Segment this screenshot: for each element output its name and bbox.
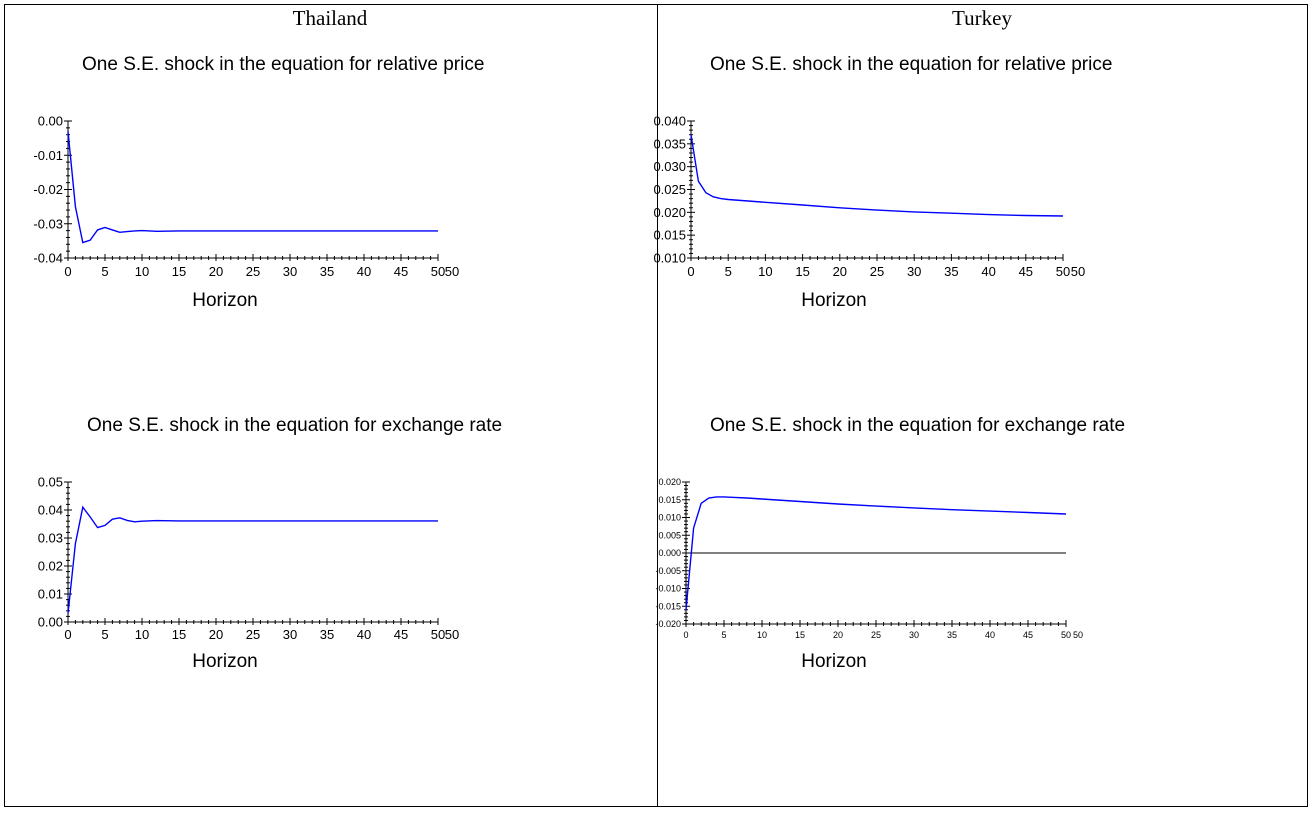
y-tick-label-turkey-exchange-rate: -0.015 <box>655 601 681 611</box>
y-tick-label-thailand-relative-price: -0.02 <box>33 182 63 197</box>
x-tick-label-thailand-exchange-rate: 45 <box>394 627 408 642</box>
chart-title-turkey-exchange-rate: One S.E. shock in the equation for excha… <box>710 415 1126 436</box>
x-tick-label-turkey-relative-price: 45 <box>1019 264 1033 279</box>
x-tick-label-turkey-relative-price: 0 <box>687 264 694 279</box>
x-tick-label-turkey-relative-price: 35 <box>944 264 958 279</box>
y-tick-label-thailand-relative-price: -0.04 <box>33 251 63 266</box>
x-tick-label-thailand-exchange-rate: 20 <box>209 627 223 642</box>
y-tick-label-thailand-exchange-rate: 0.00 <box>38 615 63 630</box>
x-tick-label-turkey-relative-price: 40 <box>981 264 995 279</box>
x-tick-label-thailand-relative-price: 10 <box>135 264 149 279</box>
x-tick-label-thailand-relative-price: 35 <box>320 264 334 279</box>
y-tick-label-thailand-exchange-rate: 0.01 <box>38 587 63 602</box>
y-tick-label-turkey-relative-price: 0.030 <box>653 159 686 174</box>
series-line-turkey-exchange-rate <box>685 496 1067 610</box>
y-tick-label-turkey-relative-price: 0.035 <box>653 136 686 151</box>
x-axis-title-thailand-exchange-rate: Horizon <box>192 651 257 672</box>
x-tick-label-turkey-exchange-rate: 35 <box>947 630 957 640</box>
x-tick-label-thailand-relative-price: 0 <box>64 264 71 279</box>
x-tick-label-thailand-relative-price: 40 <box>357 264 371 279</box>
x-tick-label-turkey-exchange-rate: 5 <box>721 630 726 640</box>
x-tick-label-thailand-exchange-rate: 25 <box>246 627 260 642</box>
series-line-thailand-relative-price <box>67 131 438 244</box>
country-label-turkey: Turkey <box>952 6 1012 30</box>
y-tick-label-thailand-exchange-rate: 0.05 <box>38 475 63 490</box>
x-tick-label-turkey-exchange-rate: 30 <box>909 630 919 640</box>
x-tick-label-thailand-relative-price: 30 <box>283 264 297 279</box>
x-tick-label-end-thailand-relative-price: 50 <box>445 264 459 279</box>
y-tick-label-turkey-exchange-rate: 0.015 <box>658 495 681 505</box>
y-tick-label-turkey-exchange-rate: -0.010 <box>655 584 681 594</box>
y-tick-label-turkey-relative-price: 0.025 <box>653 182 686 197</box>
y-tick-label-turkey-relative-price: 0.020 <box>653 205 686 220</box>
x-tick-label-turkey-exchange-rate: 40 <box>985 630 995 640</box>
x-axis-title-turkey-relative-price: Horizon <box>801 290 866 311</box>
panel-divider <box>657 5 658 806</box>
x-tick-label-turkey-relative-price: 20 <box>833 264 847 279</box>
y-tick-label-turkey-exchange-rate: -0.005 <box>655 566 681 576</box>
y-tick-label-thailand-exchange-rate: 0.02 <box>38 559 63 574</box>
x-tick-label-end-turkey-relative-price: 50 <box>1071 264 1085 279</box>
y-tick-label-thailand-exchange-rate: 0.03 <box>38 531 63 546</box>
x-tick-label-turkey-relative-price: 10 <box>758 264 772 279</box>
y-tick-label-turkey-relative-price: 0.010 <box>653 251 686 266</box>
y-tick-label-turkey-exchange-rate: 0.000 <box>658 548 681 558</box>
x-tick-label-thailand-relative-price: 20 <box>209 264 223 279</box>
x-tick-label-turkey-relative-price: 30 <box>907 264 921 279</box>
x-tick-label-turkey-relative-price: 5 <box>725 264 732 279</box>
x-tick-label-thailand-relative-price: 5 <box>101 264 108 279</box>
x-tick-label-turkey-exchange-rate: 20 <box>833 630 843 640</box>
y-tick-label-turkey-relative-price: 0.015 <box>653 228 686 243</box>
series-line-turkey-relative-price <box>690 134 1064 217</box>
x-tick-label-thailand-relative-price: 50 <box>431 264 445 279</box>
x-tick-label-turkey-relative-price: 50 <box>1056 264 1070 279</box>
x-tick-label-thailand-exchange-rate: 0 <box>64 627 71 642</box>
x-tick-label-thailand-exchange-rate: 30 <box>283 627 297 642</box>
chart-title-thailand-relative-price: One S.E. shock in the equation for relat… <box>82 54 485 75</box>
x-tick-label-thailand-exchange-rate: 10 <box>135 627 149 642</box>
figure-frame <box>4 4 1308 807</box>
x-tick-label-end-thailand-exchange-rate: 50 <box>445 627 459 642</box>
y-tick-label-turkey-exchange-rate: 0.020 <box>658 477 681 487</box>
y-tick-label-turkey-relative-price: 0.040 <box>653 114 686 129</box>
x-axis-title-thailand-relative-price: Horizon <box>192 290 257 311</box>
x-tick-label-turkey-exchange-rate: 0 <box>683 630 688 640</box>
x-tick-label-thailand-exchange-rate: 15 <box>172 627 186 642</box>
series-line-thailand-exchange-rate <box>67 505 438 614</box>
chart-title-turkey-relative-price: One S.E. shock in the equation for relat… <box>710 54 1113 75</box>
x-tick-label-thailand-relative-price: 45 <box>394 264 408 279</box>
x-tick-label-end-turkey-exchange-rate: 50 <box>1073 630 1083 640</box>
country-label-thailand: Thailand <box>292 6 368 30</box>
x-tick-label-thailand-exchange-rate: 50 <box>431 627 445 642</box>
x-tick-label-turkey-relative-price: 25 <box>870 264 884 279</box>
y-tick-label-turkey-exchange-rate: -0.020 <box>655 619 681 629</box>
x-tick-label-thailand-relative-price: 15 <box>172 264 186 279</box>
y-tick-label-turkey-exchange-rate: 0.005 <box>658 530 681 540</box>
chart-title-thailand-exchange-rate: One S.E. shock in the equation for excha… <box>87 415 503 436</box>
x-tick-label-turkey-exchange-rate: 25 <box>871 630 881 640</box>
x-tick-label-thailand-exchange-rate: 40 <box>357 627 371 642</box>
x-tick-label-thailand-exchange-rate: 35 <box>320 627 334 642</box>
x-axis-title-turkey-exchange-rate: Horizon <box>801 651 866 672</box>
x-tick-label-turkey-exchange-rate: 15 <box>795 630 805 640</box>
y-tick-label-thailand-relative-price: -0.03 <box>33 216 63 231</box>
x-tick-label-turkey-exchange-rate: 45 <box>1023 630 1033 640</box>
y-tick-label-thailand-relative-price: -0.01 <box>33 148 63 163</box>
y-tick-label-turkey-exchange-rate: 0.010 <box>658 513 681 523</box>
x-tick-label-turkey-exchange-rate: 10 <box>757 630 767 640</box>
x-tick-label-thailand-exchange-rate: 5 <box>101 627 108 642</box>
y-tick-label-thailand-relative-price: 0.00 <box>38 114 63 129</box>
x-tick-label-thailand-relative-price: 25 <box>246 264 260 279</box>
x-tick-label-turkey-relative-price: 15 <box>795 264 809 279</box>
y-tick-label-thailand-exchange-rate: 0.04 <box>38 503 63 518</box>
x-tick-label-turkey-exchange-rate: 50 <box>1061 630 1071 640</box>
